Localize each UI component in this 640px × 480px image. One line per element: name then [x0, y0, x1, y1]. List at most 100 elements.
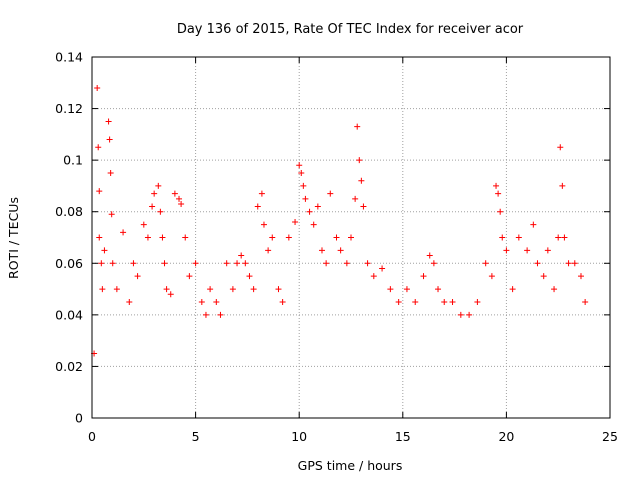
data-point [551, 286, 558, 293]
data-point [157, 208, 164, 215]
data-point [333, 234, 340, 241]
data-point [466, 311, 473, 318]
data-point [223, 260, 230, 267]
data-point [296, 162, 303, 169]
y-tick-label: 0.14 [55, 50, 83, 65]
data-point [354, 123, 361, 130]
data-point [358, 177, 365, 184]
axis-ticks: 0 5 10 15 20 25 0 0.02 0.04 0.06 0.08 0.1 0.12 0.14 [55, 50, 618, 445]
data-point [482, 260, 489, 267]
data-point [577, 273, 584, 280]
data-point [302, 195, 309, 202]
data-point [503, 247, 510, 254]
data-point [430, 260, 437, 267]
data-point [364, 260, 371, 267]
data-point [202, 311, 209, 318]
data-point [343, 260, 350, 267]
data-point [265, 247, 272, 254]
data-point [275, 286, 282, 293]
x-tick-label: 25 [602, 429, 618, 444]
y-tick-label: 0.12 [55, 101, 83, 116]
data-point [403, 286, 410, 293]
data-point [441, 298, 448, 305]
data-point [178, 200, 185, 207]
data-point [234, 260, 241, 267]
data-point [269, 234, 276, 241]
data-point [493, 182, 500, 189]
data-point [186, 273, 193, 280]
data-point [379, 265, 386, 272]
data-point [524, 247, 531, 254]
data-point [327, 190, 334, 197]
data-point [495, 190, 502, 197]
data-point [134, 273, 141, 280]
grid-lines [92, 57, 610, 418]
data-point [356, 157, 363, 164]
y-axis-label: ROTI / TECUs [6, 197, 21, 279]
data-point [96, 188, 103, 195]
data-point [207, 286, 214, 293]
data-point [474, 298, 481, 305]
data-point [582, 298, 589, 305]
data-point [352, 195, 359, 202]
x-tick-label: 5 [192, 429, 200, 444]
data-point [105, 118, 112, 125]
data-point [323, 260, 330, 267]
data-point [555, 234, 562, 241]
data-point [395, 298, 402, 305]
data-point [96, 234, 103, 241]
data-point [285, 234, 292, 241]
data-point [300, 182, 307, 189]
data-point [260, 221, 267, 228]
data-point [213, 298, 220, 305]
data-point [298, 170, 305, 177]
data-point [310, 221, 317, 228]
data-point [120, 229, 127, 236]
data-point [95, 144, 102, 151]
data-point [499, 234, 506, 241]
data-point [426, 252, 433, 259]
data-point [457, 311, 464, 318]
data-point [279, 298, 286, 305]
y-tick-label: 0.02 [55, 359, 83, 374]
data-point [337, 247, 344, 254]
y-tick-label: 0 [75, 411, 83, 426]
chart-title: Day 136 of 2015, Rate Of TEC Index for r… [177, 22, 524, 37]
data-point [387, 286, 394, 293]
data-point [565, 260, 572, 267]
data-point [238, 252, 245, 259]
data-point [159, 234, 166, 241]
data-point [412, 298, 419, 305]
data-point [229, 286, 236, 293]
data-point [192, 260, 199, 267]
data-point [540, 273, 547, 280]
data-point [246, 273, 253, 280]
data-point [163, 286, 170, 293]
data-point [98, 260, 105, 267]
data-point [198, 298, 205, 305]
data-point [155, 182, 162, 189]
data-point [571, 260, 578, 267]
data-point [360, 203, 367, 210]
data-point [106, 136, 113, 143]
data-point [559, 182, 566, 189]
data-point [217, 311, 224, 318]
x-axis-label: GPS time / hours [298, 458, 403, 473]
data-point [449, 298, 456, 305]
data-point [370, 273, 377, 280]
data-point [99, 286, 106, 293]
data-point [151, 190, 158, 197]
data-point [258, 190, 265, 197]
data-point [515, 234, 522, 241]
data-point [144, 234, 151, 241]
y-tick-label: 0.06 [55, 256, 83, 271]
data-point [534, 260, 541, 267]
y-tick-label: 0.1 [63, 153, 83, 168]
data-point [530, 221, 537, 228]
data-point [497, 208, 504, 215]
data-point [488, 273, 495, 280]
x-tick-label: 20 [498, 429, 514, 444]
data-point [140, 221, 147, 228]
plot-frame [91, 56, 611, 419]
